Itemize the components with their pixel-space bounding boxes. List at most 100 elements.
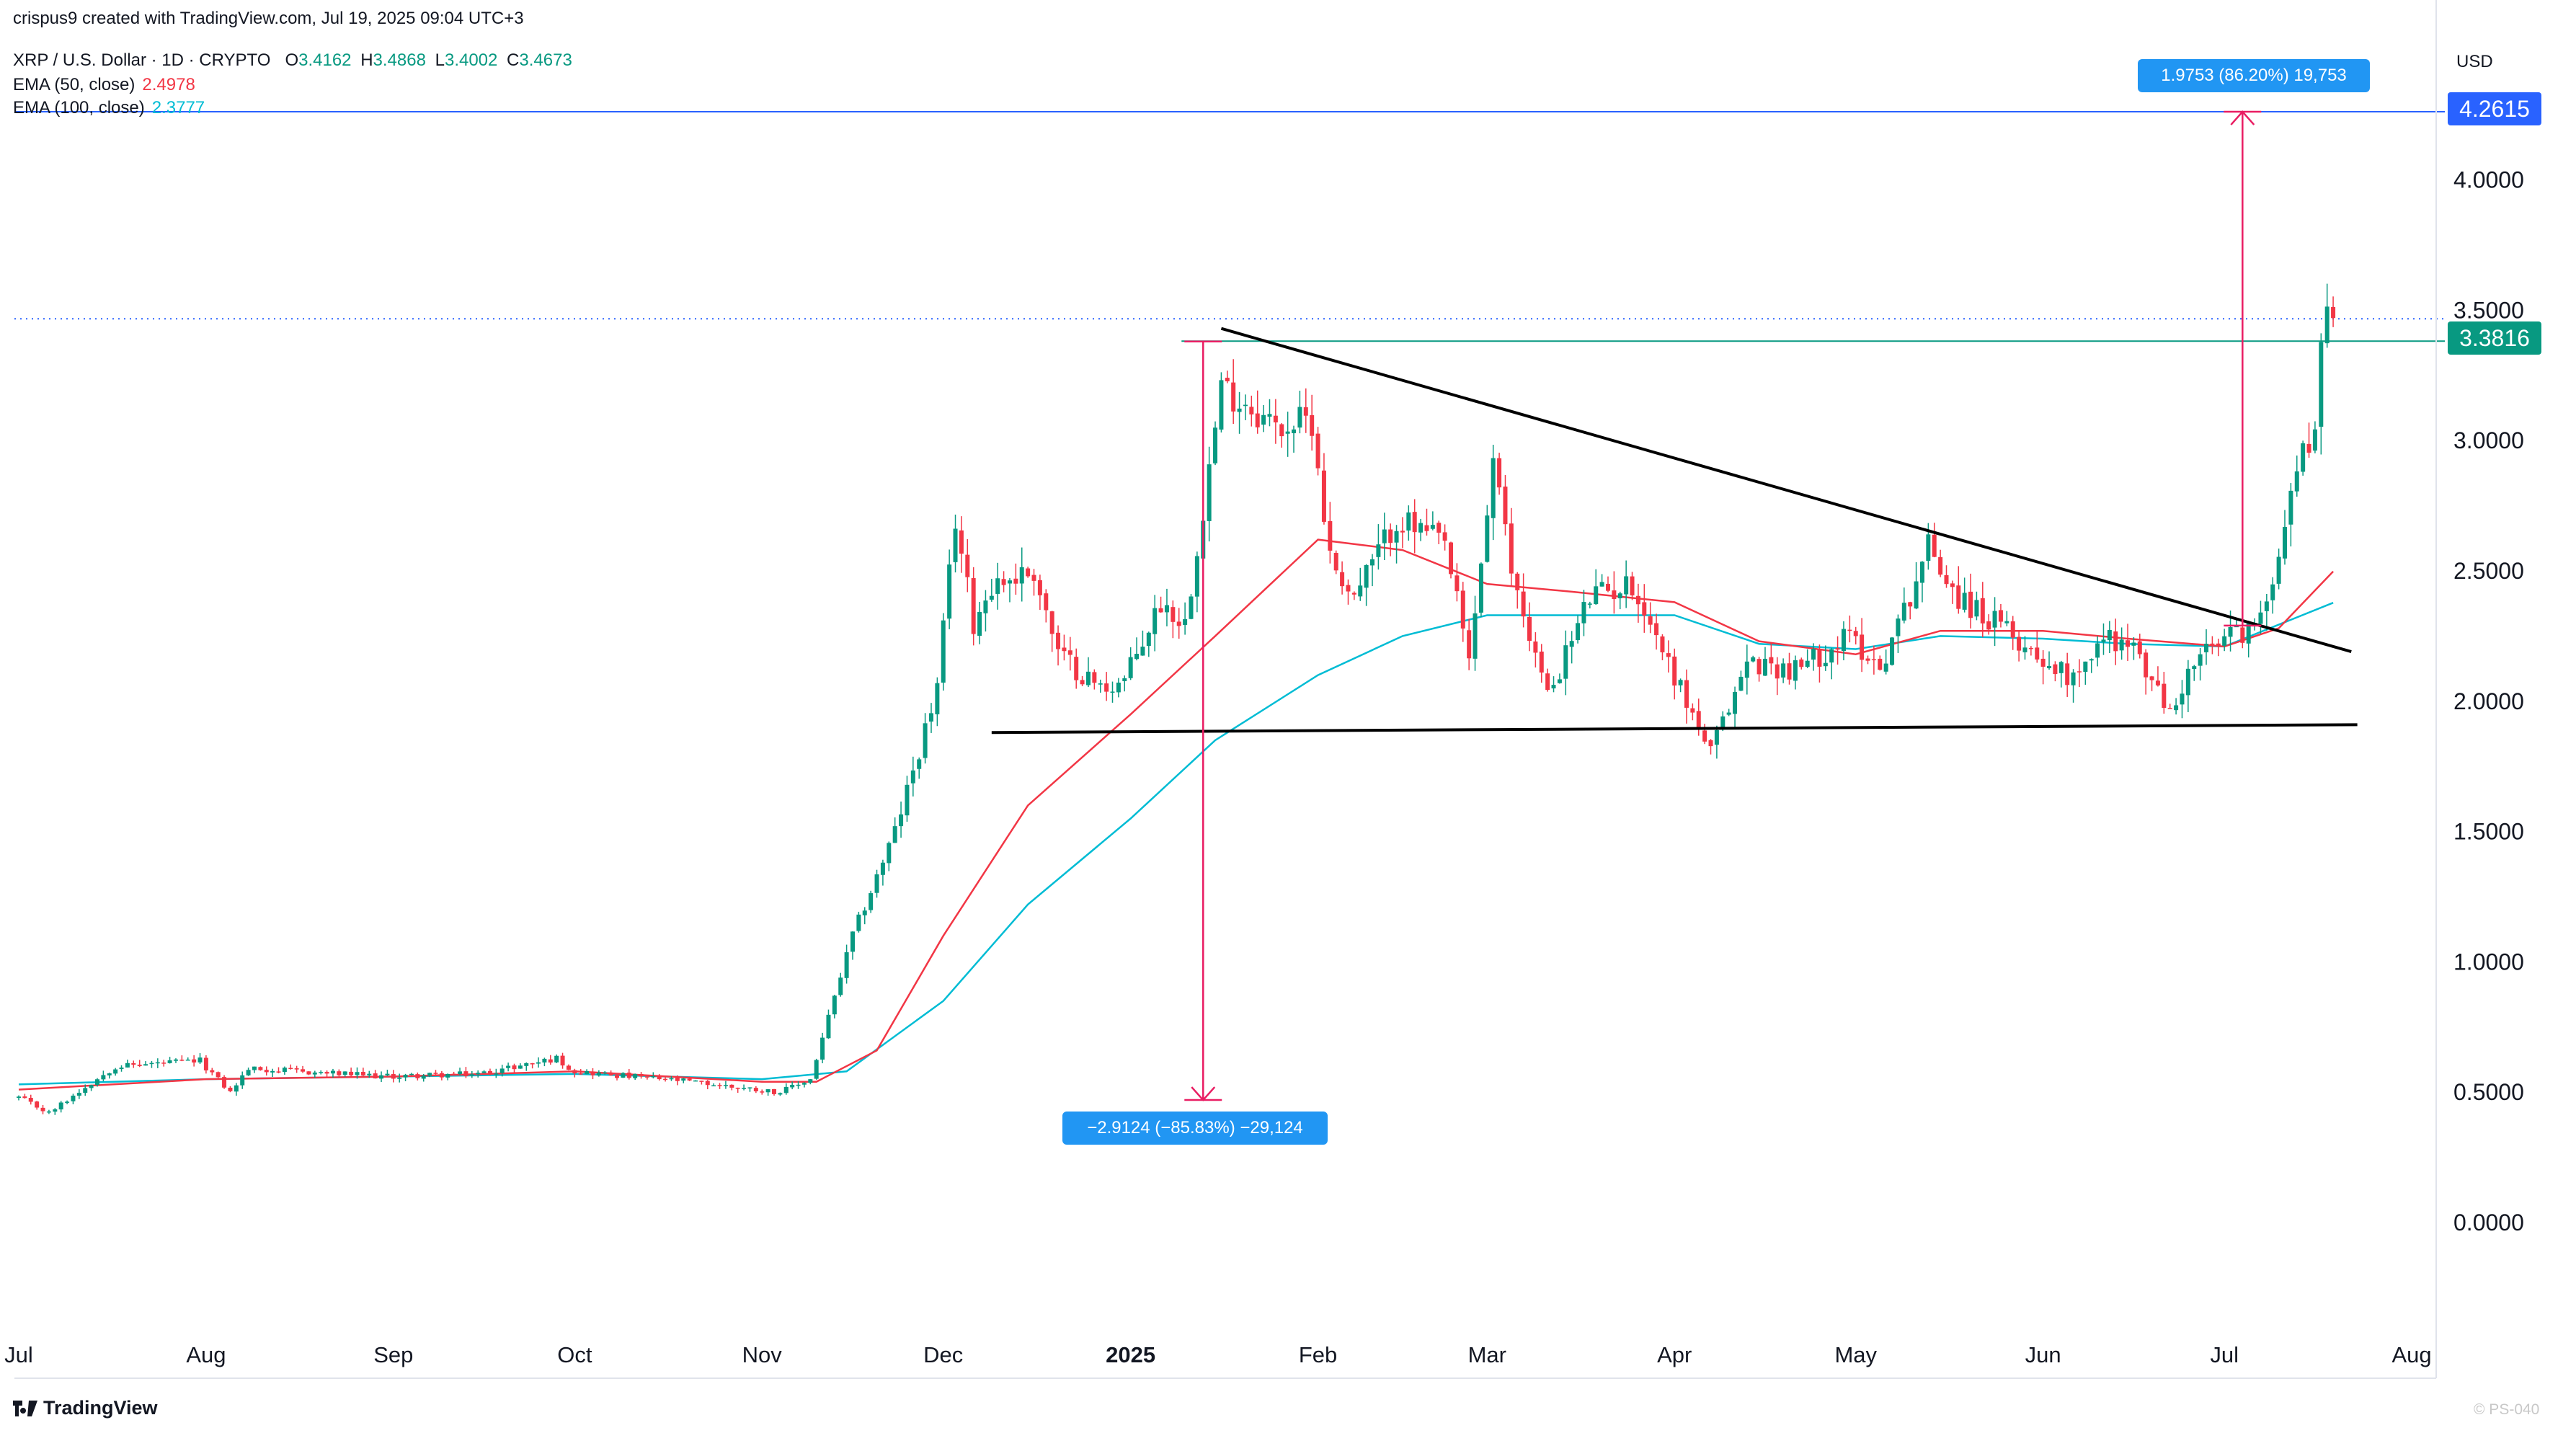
- candle-body: [1860, 634, 1865, 660]
- candle-body: [355, 1072, 360, 1075]
- candle-body: [2095, 643, 2100, 658]
- candle-body: [1986, 621, 1991, 630]
- candle-body: [294, 1068, 299, 1070]
- candle-body: [2312, 429, 2317, 451]
- candle-body: [149, 1062, 154, 1065]
- candle-body: [1194, 556, 1199, 597]
- candle-body: [1189, 596, 1194, 619]
- candle-body: [2258, 612, 2263, 624]
- price-tick-label: 1.5000: [2453, 819, 2524, 845]
- candle-body: [542, 1058, 547, 1062]
- price-tick-label: 0.5000: [2453, 1079, 2524, 1105]
- price-axis[interactable]: 0.0000 0.5000 1.0000 1.5000 2.0000 2.5000 3.00…: [2453, 167, 2524, 1235]
- candle-body: [965, 554, 970, 577]
- candle-body: [1666, 653, 1671, 657]
- candle-body: [2324, 306, 2329, 344]
- candle-body: [125, 1062, 130, 1068]
- candle-body: [1678, 680, 1683, 686]
- candle-body: [481, 1071, 487, 1073]
- candle-body: [1871, 659, 1876, 660]
- candle-body: [572, 1070, 577, 1074]
- candle-body: [58, 1102, 63, 1110]
- candle-body: [113, 1069, 118, 1074]
- price-tick-label: 1.0000: [2453, 949, 2524, 975]
- trendlines[interactable]: [991, 327, 2358, 735]
- candle-body: [107, 1073, 112, 1075]
- candle-body: [578, 1073, 583, 1075]
- candle-body: [2301, 443, 2306, 472]
- candle-body: [252, 1066, 257, 1070]
- candle-body: [2264, 601, 2269, 611]
- currency-label[interactable]: USD: [2456, 52, 2493, 71]
- candle-body: [1056, 632, 1061, 649]
- candle-body: [977, 612, 982, 636]
- candle-body: [983, 600, 988, 613]
- candle-body: [905, 784, 910, 816]
- candle-body: [379, 1075, 384, 1079]
- candle-body: [1303, 407, 1308, 416]
- candle-body: [240, 1075, 245, 1086]
- candle-body: [820, 1037, 825, 1060]
- candle-body: [89, 1085, 94, 1088]
- candle-body: [1491, 458, 1496, 518]
- candle-body: [1231, 382, 1236, 412]
- candle-body: [1267, 414, 1272, 417]
- candle-body: [137, 1065, 142, 1066]
- symbol-title: XRP / U.S. Dollar · 1D · CRYPTO: [13, 50, 271, 70]
- candle-body: [210, 1070, 215, 1073]
- candle-body: [699, 1081, 704, 1082]
- candle-body: [2131, 642, 2136, 646]
- candle-body: [1545, 673, 1550, 691]
- candle-body: [1376, 544, 1381, 557]
- time-tick-label: Aug: [186, 1342, 226, 1367]
- candle-body: [1001, 579, 1006, 585]
- candle-body: [1642, 602, 1647, 616]
- candle-body: [681, 1078, 686, 1081]
- candle-body: [1134, 654, 1140, 660]
- measure-down-label: −2.9124 (−85.83%) −29,124: [1062, 1112, 1328, 1145]
- candle-body: [1660, 636, 1665, 652]
- ema50-legend[interactable]: EMA (50, close) 2.4978: [13, 75, 195, 95]
- candle-body: [1720, 716, 1726, 729]
- time-tick-label: Jul: [2210, 1342, 2239, 1367]
- candle-body: [35, 1101, 40, 1108]
- candle-body: [494, 1073, 499, 1075]
- candle-body: [554, 1055, 559, 1062]
- candle-body: [2101, 639, 2106, 642]
- candle-body: [608, 1072, 613, 1075]
- symbol-legend[interactable]: XRP / U.S. Dollar · 1D · CRYPTO O3.4162 …: [13, 50, 577, 71]
- candle-body: [989, 595, 994, 600]
- tradingview-logo[interactable]: TradingView: [13, 1397, 158, 1419]
- time-axis[interactable]: Jul Aug Sep Oct Nov Dec 2025 Feb Mar Apr May Jun Jul…: [4, 1342, 2431, 1367]
- candle-body: [1708, 740, 1713, 747]
- candle-body: [1563, 645, 1568, 679]
- candle-body: [1738, 676, 1744, 691]
- candle-body: [276, 1071, 281, 1073]
- high-value: 3.4868: [373, 50, 426, 70]
- candles: [17, 283, 2336, 1115]
- candle-body: [2216, 643, 2221, 647]
- candle-body: [288, 1068, 293, 1070]
- candle-body: [433, 1073, 438, 1074]
- candle-body: [887, 843, 892, 864]
- candle-body: [1406, 512, 1411, 531]
- ema100-legend[interactable]: EMA (100, close) 2.3777: [13, 98, 205, 118]
- candle-body: [790, 1084, 795, 1088]
- candle-body: [1080, 680, 1085, 685]
- time-tick-label: Jun: [2025, 1342, 2061, 1367]
- candle-body: [301, 1069, 306, 1072]
- candle-body: [1400, 531, 1405, 533]
- candle-body: [910, 770, 915, 784]
- candle-body: [742, 1088, 747, 1089]
- candle-body: [1733, 691, 1738, 714]
- candle-body: [2246, 623, 2251, 644]
- level-price-tag: 3.3816: [2448, 321, 2541, 355]
- candle-body: [1146, 632, 1151, 647]
- candle-body: [1521, 591, 1526, 617]
- candle-body: [2185, 668, 2190, 696]
- candle-body: [1297, 407, 1302, 428]
- horizontal-levels: [14, 111, 2445, 342]
- candle-body: [947, 564, 952, 619]
- candle-body: [512, 1065, 517, 1070]
